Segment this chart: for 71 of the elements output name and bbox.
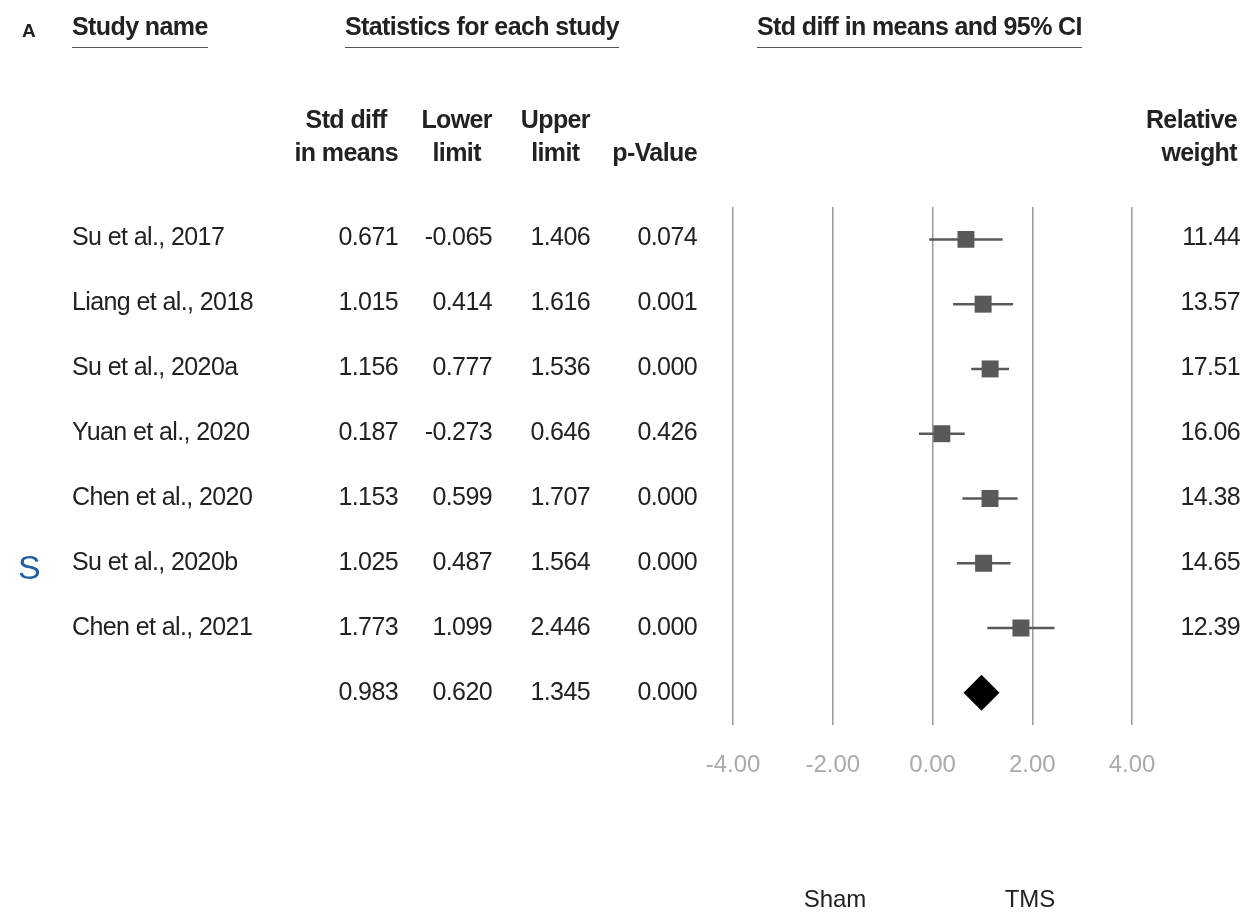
- text: Study name: [72, 12, 208, 48]
- text: 0.000: [637, 677, 697, 706]
- text: 0.646: [530, 417, 590, 446]
- text: 13.57: [1180, 287, 1240, 316]
- text: 17.51: [1180, 352, 1240, 381]
- text: 1.099: [432, 612, 492, 641]
- text: 1.773: [338, 612, 398, 641]
- x-tick-label: -4.00: [705, 750, 761, 778]
- text: 14.38: [1180, 482, 1240, 511]
- text: 12.39: [1180, 612, 1240, 641]
- text: 0.620: [432, 677, 492, 706]
- text: 0.599: [432, 482, 492, 511]
- text: 0.983: [338, 677, 398, 706]
- text: 0.000: [637, 547, 697, 576]
- text: 0.000: [637, 352, 697, 381]
- x-tick-label: -2.00: [805, 750, 861, 778]
- text: Lower limit: [421, 104, 492, 168]
- x-tick-label: 2.00: [1008, 750, 1056, 778]
- x-tick-label: 4.00: [1108, 750, 1156, 778]
- point: [933, 425, 951, 443]
- text: 1.616: [530, 287, 590, 316]
- point: [1012, 619, 1030, 637]
- text: p-Value: [612, 137, 697, 168]
- text: Su et al., 2020b: [72, 547, 238, 576]
- text: 0.000: [637, 482, 697, 511]
- text: 0.001: [637, 287, 697, 316]
- text: 0.426: [637, 417, 697, 446]
- text: 16.06: [1180, 417, 1240, 446]
- text: Su et al., 2020a: [72, 352, 238, 381]
- text: 1.156: [338, 352, 398, 381]
- point: [981, 490, 999, 507]
- text: 14.65: [1180, 547, 1240, 576]
- text: Yuan et al., 2020: [72, 417, 250, 446]
- text: -0.273: [424, 417, 492, 446]
- text: Su et al., 2017: [72, 222, 225, 251]
- text: 1.536: [530, 352, 590, 381]
- text: 11.44: [1182, 222, 1240, 251]
- text: 0.414: [432, 287, 492, 316]
- text: 1.406: [530, 222, 590, 251]
- point: [963, 674, 1000, 711]
- text: 2.446: [530, 612, 590, 641]
- text: 0.187: [338, 417, 398, 446]
- text: Std diff in means: [294, 104, 398, 168]
- point: [957, 230, 975, 248]
- text: 0.671: [338, 222, 398, 251]
- point: [974, 295, 992, 313]
- text: Statistics for each study: [345, 12, 619, 48]
- text: -0.065: [424, 222, 492, 251]
- text: Chen et al., 2021: [72, 612, 253, 641]
- text: Relative weight: [1145, 104, 1237, 168]
- text: 0.487: [432, 547, 492, 576]
- text: Chen et al., 2020: [72, 482, 253, 511]
- chart-title: Std diff in means and 95% CI: [757, 12, 1082, 48]
- text: 0.074: [637, 222, 697, 251]
- text: Sham: [803, 884, 867, 912]
- text: Upper limit: [520, 104, 590, 168]
- text: A: [22, 20, 36, 42]
- text: 1.345: [530, 677, 590, 706]
- text: 1.707: [530, 482, 590, 511]
- text: 1.015: [338, 287, 398, 316]
- text: 0.777: [432, 352, 492, 381]
- point: [981, 360, 999, 378]
- text: Liang et al., 2018: [72, 287, 254, 316]
- text: 0.000: [637, 612, 697, 641]
- x-tick-label: 0.00: [909, 750, 956, 778]
- text: 1.564: [530, 547, 590, 576]
- text: TMS: [1004, 884, 1056, 912]
- text: 1.153: [338, 482, 398, 511]
- text: 1.025: [338, 547, 398, 576]
- point: [975, 554, 993, 572]
- text: S: [18, 548, 41, 587]
